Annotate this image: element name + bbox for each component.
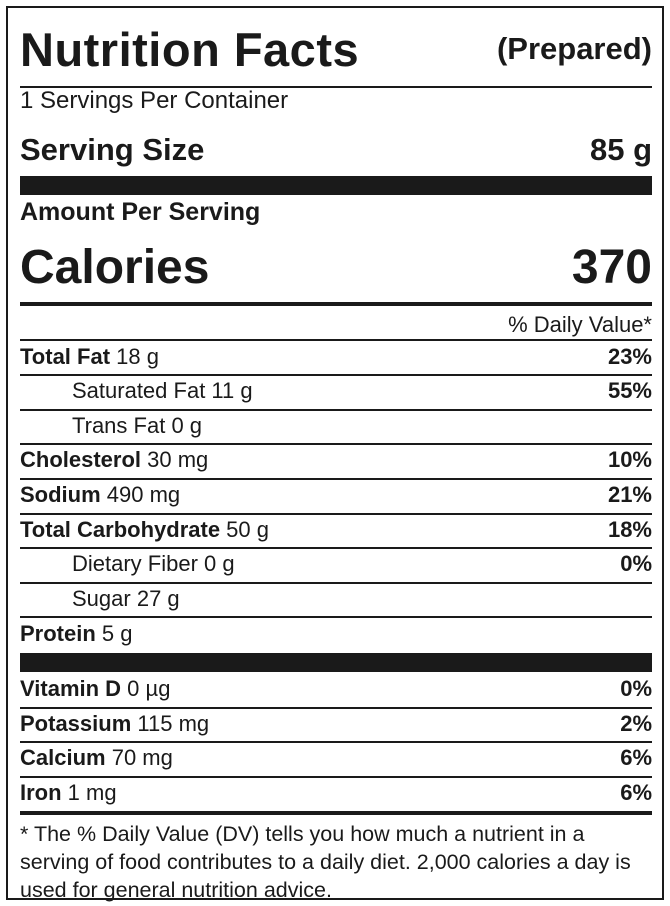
divider [20,443,652,445]
divider [20,616,652,618]
serving-size-label: Serving Size [20,132,205,167]
nutrient-row-sodium: Sodium 490 mg 21% [20,478,652,512]
vitamin-dv: 0% [620,676,652,701]
vitamin-name: Calcium [20,745,106,770]
divider [20,86,652,88]
thick-divider [20,176,652,195]
nutrient-name: Sodium [20,482,101,507]
vitamin-amount: 115 mg [131,711,210,736]
nutrient-name: Saturated Fat [72,378,206,403]
nutrient-name: Sugar [72,586,131,611]
nutrient-name: Total Carbohydrate [20,517,221,542]
vitamin-amount: 70 mg [105,745,173,770]
nutrient-amount: 50 g [220,517,269,542]
vitamin-row-calcium: Calcium 70 mg 6% [20,741,652,775]
nutrition-facts-label: Nutrition Facts (Prepared) 1 Servings Pe… [6,6,664,902]
nutrient-amount: 18 g [110,344,159,369]
divider [20,547,652,549]
nutrient-row-saturated-fat: Saturated Fat 11 g 55% [20,374,652,408]
nutrient-row-cholesterol: Cholesterol 30 mg 10% [20,443,652,477]
thick-divider [20,653,652,672]
nutrient-name: Cholesterol [20,447,142,472]
nutrient-name: Total Fat [20,344,111,369]
divider [20,513,652,515]
nutrient-amount: 490 mg [100,482,181,507]
servings-per-container: 1 Servings Per Container [20,87,289,114]
divider [20,478,652,480]
vitamin-dv: 6% [620,745,652,770]
amount-per-serving: Amount Per Serving [20,198,261,226]
nutrient-dv: 21% [607,482,652,507]
medium-divider [20,811,652,815]
nutrient-row-protein: Protein 5 g [20,617,652,651]
nutrient-name: Dietary Fiber [72,551,198,576]
nutrient-amount: 5 g [95,621,133,646]
nutrient-dv: 0% [620,551,652,576]
nutrient-row-dietary-fiber: Dietary Fiber 0 g 0% [20,547,652,581]
medium-divider [20,302,652,306]
serving-size-value: 85 g [589,132,652,167]
vitamin-name: Iron [20,780,62,805]
nutrient-row-trans-fat: Trans Fat 0 g [20,409,652,443]
vitamin-amount: 1 mg [61,780,117,805]
vitamin-dv: 6% [620,780,652,805]
vitamin-row-iron: Iron 1 mg 6% [20,776,652,810]
nutrient-dv: 10% [607,447,652,472]
vitamin-name: Potassium [20,711,132,736]
nutrient-row-sugar: Sugar 27 g [20,582,652,616]
nutrient-amount: 27 g [130,586,180,611]
vitamin-row-vitamin-d: Vitamin D 0 µg 0% [20,672,652,706]
nutrient-name: Protein [20,621,96,646]
vitamin-row-potassium: Potassium 115 mg 2% [20,707,652,741]
nutrient-amount: 0 g [197,551,235,576]
nutrient-name: Trans Fat [72,413,166,438]
nutrient-amount: 11 g [205,378,253,403]
nutrient-dv: 18% [607,517,652,542]
prepared-qualifier: (Prepared) [496,31,652,66]
nutrient-amount: 30 mg [141,447,209,472]
calories-value: 370 [571,241,652,294]
daily-value-header: % Daily Value* [508,312,652,337]
serving-size-row: Serving Size 85 g [20,130,652,170]
label-title: Nutrition Facts [20,23,360,76]
title-row: Nutrition Facts (Prepared) [20,22,652,78]
nutrient-row-total-carbohydrate: Total Carbohydrate 50 g 18% [20,513,652,547]
vitamin-amount: 0 µg [121,676,171,701]
divider [20,707,652,709]
divider [20,582,652,584]
vitamin-name: Vitamin D [20,676,122,701]
nutrient-dv: 23% [607,344,652,369]
vitamin-dv: 2% [620,711,652,736]
calories-label: Calories [20,241,210,294]
divider [20,409,652,411]
daily-value-footnote: * The % Daily Value (DV) tells you how m… [20,822,631,902]
divider [20,741,652,743]
divider [20,374,652,376]
divider [20,776,652,778]
divider [20,339,652,341]
calories-row: Calories 370 [20,238,652,298]
nutrient-row-total-fat: Total Fat 18 g 23% [20,340,652,374]
nutrient-amount: 0 g [165,413,203,438]
nutrient-dv: 55% [607,378,652,403]
